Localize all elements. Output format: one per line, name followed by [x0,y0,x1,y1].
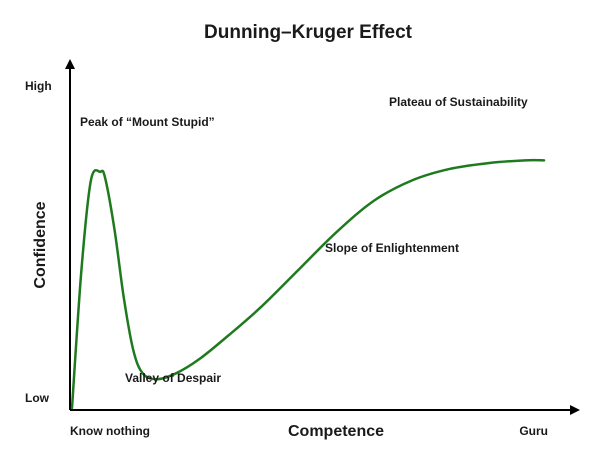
curve-point [485,161,489,165]
curve-point [112,227,116,231]
annotation-mount-stupid: Peak of “Mount Stupid” [80,115,215,129]
curve-point [197,357,201,361]
annotation-slope-of-enlightenment: Slope of Enlightenment [325,241,459,255]
curve-point [523,158,527,162]
chart-title: Dunning–Kruger Effect [204,22,413,43]
curve-point [79,268,83,272]
curve-point [259,305,263,309]
confidence-curve [70,158,546,410]
annotation-plateau-of-sustainability: Plateau of Sustainability [389,95,528,109]
curve-point [334,230,338,234]
curve-point [372,199,376,203]
curve-point [542,158,546,162]
x-tick-label-guru: Guru [519,424,548,438]
curve-point [98,170,102,174]
curve-point [103,176,107,180]
curve-point [297,268,301,272]
y-tick-label-high: High [25,79,52,93]
curve-point [410,178,414,182]
x-tick-label-know-nothing: Know nothing [70,424,150,438]
x-axis-title: Competence [288,423,384,440]
curve-point [226,334,230,338]
curve-point [122,297,126,301]
curve-point [131,348,135,352]
curve-point [448,167,452,171]
y-axis-title: Confidence [32,201,49,288]
curve-point [70,406,74,410]
annotation-valley-of-despair: Valley of Despair [125,371,221,385]
curve-point [89,178,93,182]
y-tick-label-low: Low [25,391,50,405]
